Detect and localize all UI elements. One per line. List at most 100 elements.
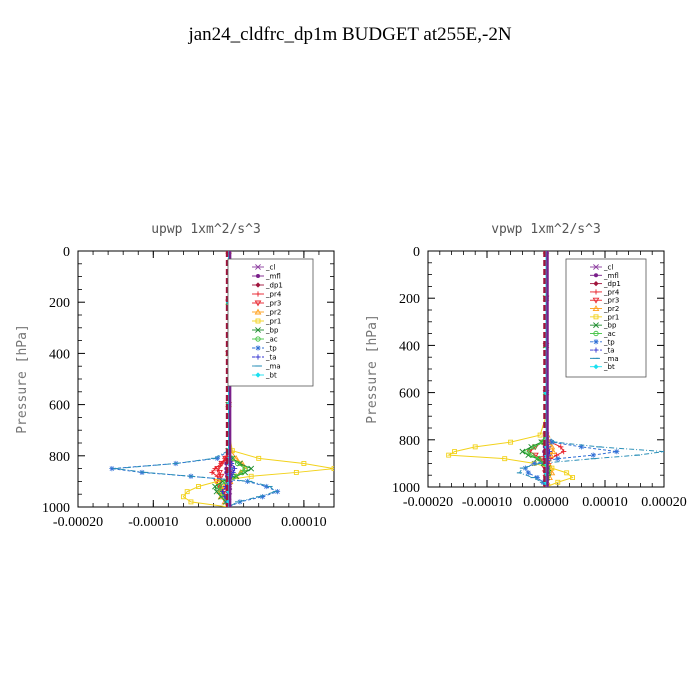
point-pr1 [331,466,334,472]
point-pr4 [558,444,564,450]
y-tick-label: 800 [49,450,70,465]
point-tp [525,470,531,476]
x-tick-label: -0.00020 [403,495,453,510]
point-tp [578,444,584,450]
y-tick-label: 400 [399,339,420,354]
legend-label: _dp1 [265,282,283,290]
y-tick-label: 200 [399,292,420,307]
point-pr1 [301,461,307,466]
legend-marker [592,297,600,304]
point-pr1 [502,456,508,462]
point-tp [549,439,555,445]
x-tick-label: -0.00010 [128,515,178,530]
legend-marker [593,364,599,370]
x-tick-label: 0.00010 [582,495,628,510]
point-tp [555,456,561,462]
point-ac [239,469,245,476]
legend-label: _dp1 [603,280,621,288]
legend-box [227,258,314,387]
point-pr1 [508,439,514,445]
legend-label: _ma [265,363,281,371]
point-bt [543,470,549,476]
legend-marker [255,345,261,351]
point-pr1 [537,432,543,438]
legend-marker [255,282,261,288]
point-pr4 [209,469,215,476]
legend-marker [593,339,599,345]
legend-label: _ta [603,347,615,355]
x-tick-label: 0.00000 [206,515,252,530]
point-pr1 [446,452,452,458]
legend-label: _cl [265,264,275,272]
x-tick-label: -0.00010 [462,495,512,510]
point-pr1 [293,469,299,475]
point-pr1 [564,470,570,476]
legend-marker [255,327,261,333]
point-ta [219,489,226,495]
legend-label: _ac [265,336,278,344]
legend-marker [255,264,261,270]
point-bp [248,465,255,472]
point-tp [522,465,528,471]
x-tick-label: 0.00020 [641,495,687,510]
legend-marker [593,322,599,329]
point-bp [519,448,526,455]
point-pr1 [196,484,201,489]
legend-label: _pr1 [603,313,619,321]
y-axis-label: Pressure [hPa] [15,324,30,434]
point-tp [531,460,537,466]
legend-marker [255,291,261,297]
panel-title: vpwp 1xm^2/s^3 [491,222,601,237]
point-ac [524,448,530,455]
y-tick-label: 800 [399,434,420,449]
legend-marker [254,300,262,307]
point-bt [225,478,232,484]
y-axis-label: Pressure [hPa] [365,314,380,424]
legend-label: _pr1 [265,318,281,326]
legend-label: _pr3 [603,297,619,305]
point-ac [216,483,223,490]
point-ac [529,452,535,458]
point-pr4 [561,449,567,455]
panel-upwp: upwp 1xm^2/s^3 Pressure [hPa] 0 200 400 600 80… [15,222,335,530]
y-tick-label: 400 [49,347,70,362]
point-bt [225,402,232,408]
legend-marker [256,274,260,278]
legend: _cl_mfl_dp1_pr4_pr3_pr2_pr1_bp_ac_tp_ta_… [565,258,647,378]
y-tick-label: 200 [49,296,70,311]
legend-marker [593,347,599,353]
point-tp [263,483,269,490]
legend-label: _bt [265,372,277,380]
point-pr3 [214,466,222,472]
x-tick-label: -0.00020 [53,515,103,530]
legend-marker [593,330,599,337]
point-pr3 [216,469,223,476]
point-tp [590,452,596,458]
point-pr1 [256,455,262,461]
y-tick-label: 1000 [42,501,70,516]
legend-label: _ma [603,355,619,363]
point-pr3 [537,456,545,463]
point-tp [259,494,266,500]
legend-label: _mfl [603,272,619,280]
point-bt [543,342,549,348]
legend-label: _bp [603,322,617,330]
point-ac [536,456,542,462]
legend-box [565,258,647,378]
y-tick-label: 600 [49,399,70,414]
legend-label: _tp [265,345,277,353]
point-ac [234,460,241,467]
point-pr1 [180,494,186,500]
y-tick-label: 0 [63,245,70,260]
point-tp [534,474,540,481]
point-pr3 [218,461,226,467]
legend-marker [254,308,262,315]
point-pr1 [452,449,457,455]
point-pr1 [549,465,555,471]
legend-marker [255,336,261,342]
legend-label: _pr2 [603,305,619,313]
point-ac [531,444,537,450]
x-tick-label: 0.00000 [523,495,569,510]
legend-label: _bp [265,327,279,335]
